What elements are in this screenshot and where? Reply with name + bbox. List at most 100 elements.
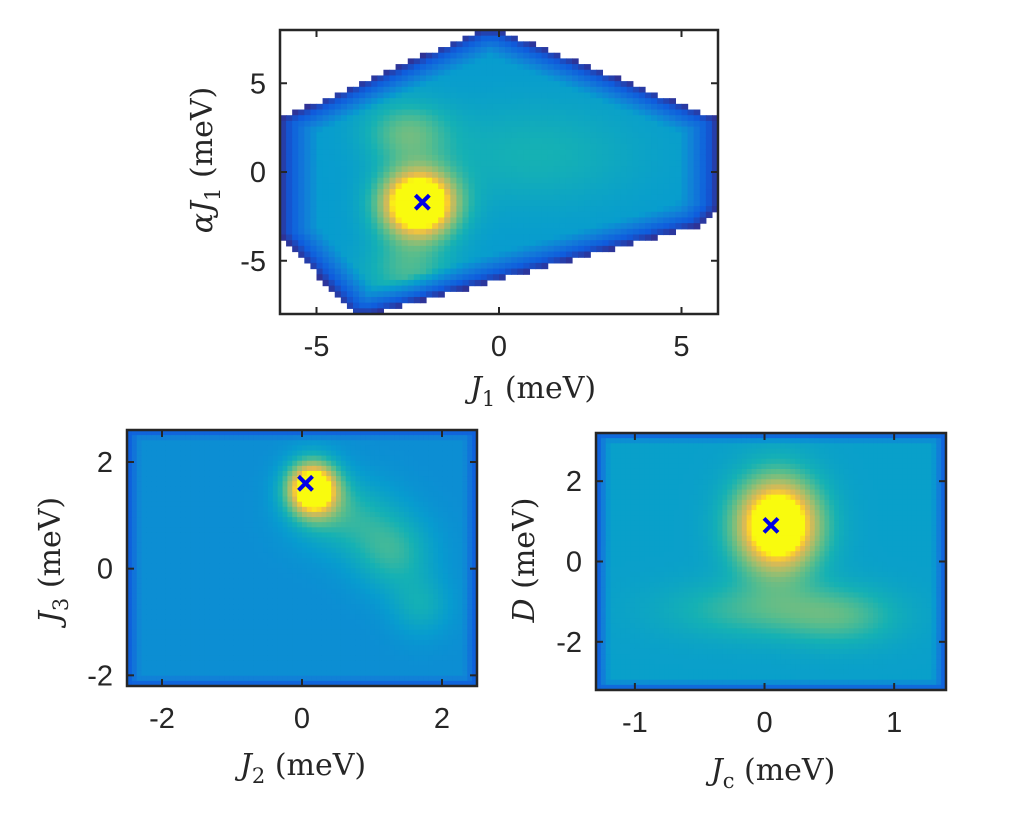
heatmap-cell — [316, 522, 323, 528]
heatmap-cell — [131, 496, 138, 503]
heatmap-cell — [302, 517, 308, 523]
heatmap-cell — [529, 98, 537, 105]
heatmap-cell — [578, 200, 585, 207]
heatmap-cell — [180, 552, 186, 559]
heatmap-cell — [486, 103, 494, 111]
heatmap-cell — [395, 177, 403, 184]
heatmap-cell — [345, 655, 352, 661]
heatmap-cell — [377, 240, 385, 247]
heatmap-cell — [322, 103, 330, 111]
heatmap-cell — [331, 440, 337, 446]
heatmap-cell — [596, 245, 604, 253]
heatmap-cell — [170, 491, 177, 498]
heatmap-cell — [486, 194, 494, 201]
heatmap-cell — [340, 619, 347, 626]
heatmap-cell — [340, 670, 347, 677]
heatmap-cell — [156, 583, 162, 590]
heatmap-cell — [407, 268, 415, 275]
heatmap-cell — [233, 568, 240, 574]
heatmap-cell — [161, 568, 167, 574]
heatmap-cell — [426, 132, 433, 139]
heatmap-cell — [282, 486, 289, 493]
heatmap-cell — [578, 149, 585, 156]
heatmap-cell — [565, 126, 573, 133]
heatmap-cell — [165, 542, 172, 549]
heatmap-cell — [302, 619, 308, 626]
heatmap-cell — [432, 143, 439, 150]
heatmap-cell — [277, 588, 284, 595]
heatmap-cell — [383, 120, 391, 128]
heatmap-cell — [693, 137, 701, 145]
heatmap-cell — [306, 547, 313, 554]
heatmap-cell — [492, 64, 500, 71]
heatmap-cell — [355, 650, 361, 656]
heatmap-cell — [195, 506, 201, 513]
heatmap-cell — [432, 109, 439, 116]
heatmap-cell — [151, 619, 157, 626]
heatmap-cell — [170, 680, 177, 686]
heatmap-cell — [175, 440, 182, 446]
heatmap-cell — [675, 109, 683, 116]
heatmap-cell — [214, 501, 220, 508]
heatmap-cell — [365, 445, 371, 452]
heatmap-cell — [608, 160, 616, 167]
heatmap-cell — [572, 103, 579, 111]
heatmap-cell — [407, 240, 415, 247]
heatmap-cell — [480, 228, 488, 236]
heatmap-cell — [298, 217, 305, 224]
heatmap-cell — [492, 172, 500, 179]
heatmap-cell — [336, 465, 342, 472]
heatmap-cell — [287, 450, 293, 457]
heatmap-cell — [432, 206, 439, 213]
heatmap-cell — [468, 262, 476, 270]
heatmap-cell — [345, 639, 352, 646]
heatmap-cell — [180, 558, 186, 564]
heatmap-cell — [328, 166, 336, 173]
heatmap-cell — [355, 450, 361, 457]
heatmap-cell — [480, 189, 488, 196]
heatmap-cell — [316, 177, 324, 184]
heatmap-cell — [407, 245, 415, 253]
heatmap-cell — [306, 629, 313, 636]
heatmap-cell — [620, 92, 628, 99]
heatmap-cell — [214, 445, 220, 452]
heatmap-cell — [511, 166, 518, 173]
heatmap-cell — [328, 194, 336, 201]
heatmap-cell — [468, 177, 476, 184]
heatmap-cell — [340, 194, 348, 201]
heatmap-cell — [360, 481, 366, 487]
heatmap-cell — [345, 435, 352, 441]
heatmap-cell — [474, 47, 482, 54]
heatmap-cell — [297, 670, 303, 677]
heatmap-cell — [438, 92, 445, 99]
heatmap-cell — [657, 194, 664, 201]
heatmap-cell — [219, 609, 225, 615]
heatmap-cell — [258, 465, 264, 472]
heatmap-cell — [204, 486, 211, 493]
heatmap-cell — [321, 665, 327, 672]
heatmap-cell — [243, 624, 250, 631]
heatmap-cell — [432, 115, 439, 122]
heatmap-cell — [360, 435, 366, 441]
heatmap-cell — [608, 81, 616, 88]
heatmap-cell — [185, 522, 191, 528]
heatmap-cell — [204, 609, 211, 615]
heatmap-cell — [326, 563, 332, 569]
heatmap-cell — [170, 563, 177, 569]
heatmap-cell — [377, 206, 385, 213]
heatmap-cell — [243, 614, 250, 621]
heatmap-cell — [345, 465, 352, 472]
heatmap-cell — [127, 517, 133, 523]
heatmap-cell — [277, 506, 284, 513]
heatmap-cell — [596, 109, 604, 116]
heatmap-cell — [316, 143, 324, 150]
heatmap-cell — [253, 578, 259, 585]
heatmap-cell — [395, 291, 403, 298]
heatmap-cell — [547, 103, 555, 111]
heatmap-cell — [292, 568, 298, 574]
heatmap-cell — [355, 609, 361, 615]
heatmap-cell — [645, 154, 652, 162]
heatmap-cell — [608, 149, 616, 156]
heatmap-cell — [365, 228, 372, 236]
heatmap-cell — [462, 234, 470, 241]
